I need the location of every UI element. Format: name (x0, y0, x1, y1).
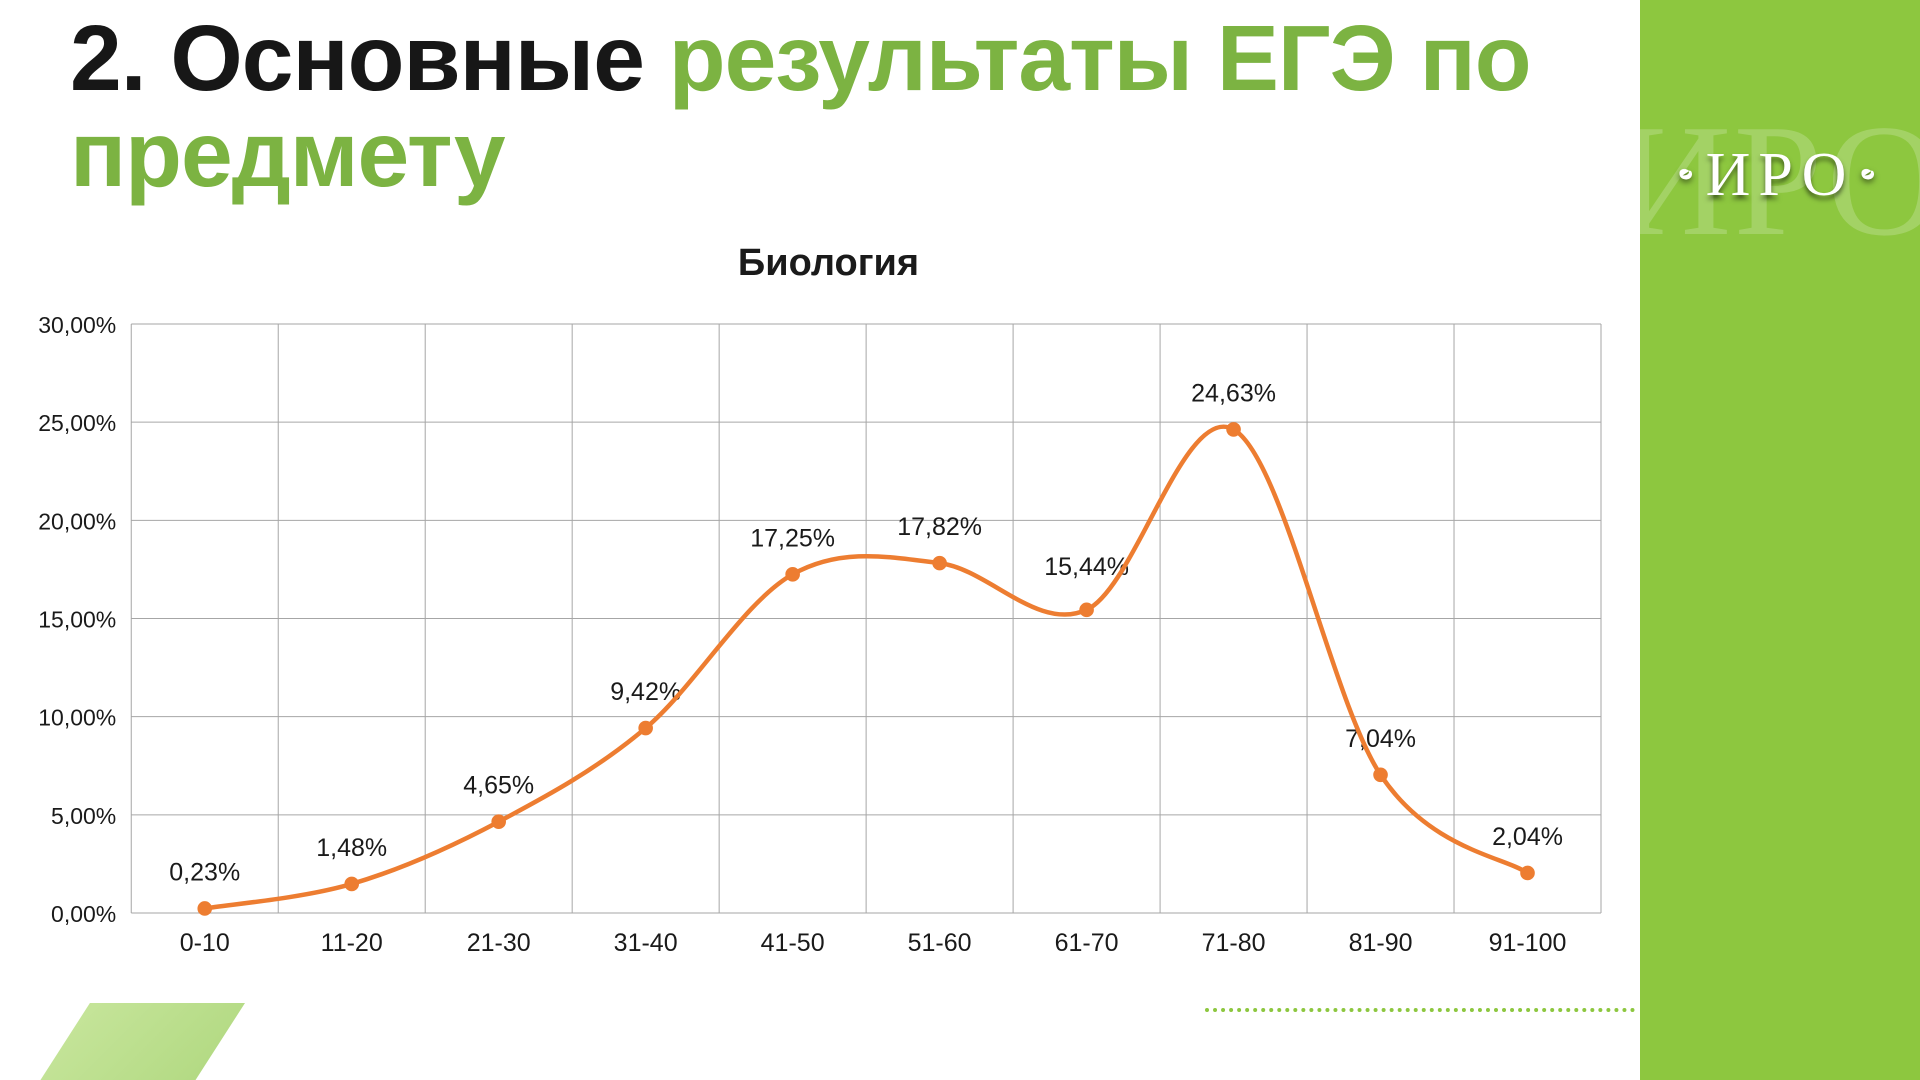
svg-text:51-60: 51-60 (908, 929, 972, 957)
svg-text:0-10: 0-10 (180, 929, 230, 957)
svg-text:17,25%: 17,25% (750, 524, 835, 552)
svg-text:91-100: 91-100 (1489, 929, 1567, 957)
svg-text:0,23%: 0,23% (169, 858, 240, 886)
svg-text:21-30: 21-30 (467, 929, 531, 957)
svg-text:20,00%: 20,00% (38, 508, 116, 534)
svg-text:10,00%: 10,00% (38, 705, 116, 731)
svg-text:4,65%: 4,65% (463, 772, 534, 800)
svg-text:5,00%: 5,00% (51, 803, 116, 829)
svg-text:0,00%: 0,00% (51, 901, 116, 927)
svg-text:31-40: 31-40 (614, 929, 678, 957)
svg-text:15,00%: 15,00% (38, 607, 116, 633)
svg-text:2,04%: 2,04% (1492, 823, 1563, 851)
svg-text:11-20: 11-20 (321, 929, 383, 957)
svg-text:30,00%: 30,00% (38, 312, 116, 338)
svg-text:81-90: 81-90 (1349, 929, 1413, 957)
svg-text:1,48%: 1,48% (316, 834, 387, 862)
svg-text:41-50: 41-50 (761, 929, 825, 957)
svg-text:25,00%: 25,00% (38, 410, 116, 436)
svg-text:17,82%: 17,82% (897, 513, 982, 541)
svg-text:71-80: 71-80 (1202, 929, 1266, 957)
svg-text:24,63%: 24,63% (1191, 379, 1276, 407)
svg-text:61-70: 61-70 (1055, 929, 1119, 957)
